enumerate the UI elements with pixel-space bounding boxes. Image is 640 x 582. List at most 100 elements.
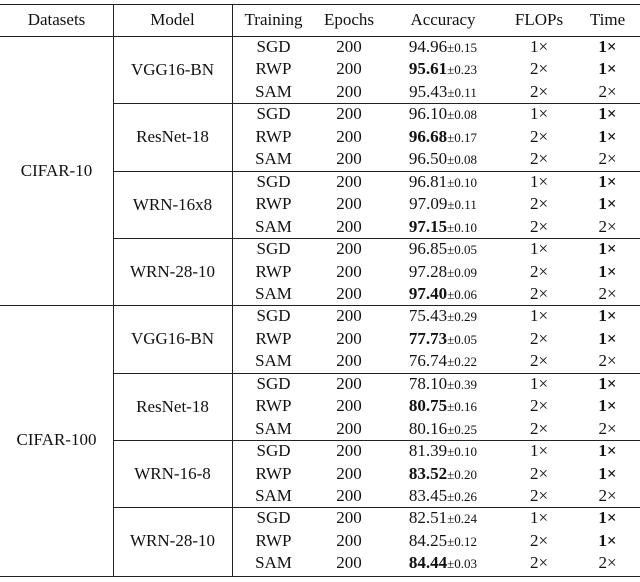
header-rule [0, 36, 640, 37]
time-cell: 1× [598, 104, 617, 124]
accuracy-mean: 96.10 [408, 104, 448, 124]
accuracy-std: ±0.10 [447, 219, 478, 235]
epochs-cell: 200 [336, 530, 362, 550]
accuracy-cell: 96.68±0.17 [383, 126, 503, 148]
accuracy-cell: 97.09±0.11 [383, 193, 503, 215]
accuracy-cell: 96.81±0.10 [383, 171, 503, 193]
accuracy-mean: 83.45 [408, 486, 448, 505]
accuracy-cell: 95.61±0.23 [383, 58, 503, 80]
epochs-cell: 200 [336, 351, 362, 371]
accuracy-cell: 95.43±0.11 [383, 81, 503, 103]
time-cell: 2× [598, 351, 617, 371]
column-header: Epochs [323, 10, 375, 29]
time-cell: 1× [598, 261, 617, 281]
flops-cell: 1× [529, 239, 549, 259]
top-rule [0, 4, 640, 5]
accuracy-std: ±0.29 [447, 309, 478, 325]
training-cell: SAM [255, 283, 292, 303]
accuracy-mean: 83.52 [408, 463, 448, 483]
model-name: WRN-28-10 [130, 531, 215, 551]
accuracy-cell: 84.44±0.03 [383, 552, 503, 574]
training-cell: SAM [255, 418, 292, 438]
group-rule [113, 440, 640, 442]
accuracy-std: ±0.24 [447, 511, 478, 527]
time-cell: 1× [598, 194, 617, 214]
column-header: Datasets [27, 10, 86, 29]
training-cell: SAM [255, 486, 292, 505]
time-cell: 2× [598, 81, 617, 101]
accuracy-std: ±0.09 [447, 264, 478, 280]
epochs-cell: 200 [336, 37, 362, 56]
accuracy-cell: 82.51±0.24 [383, 507, 503, 529]
model-name: WRN-28-10 [130, 262, 215, 282]
time-cell: 2× [598, 283, 617, 303]
accuracy-mean: 82.51 [408, 508, 448, 528]
time-cell: 2× [598, 553, 617, 573]
accuracy-cell: 76.74±0.22 [383, 350, 503, 372]
time-cell: 2× [598, 216, 617, 236]
epochs-cell: 200 [336, 283, 362, 303]
time-cell: 1× [598, 396, 617, 416]
epochs-cell: 200 [336, 306, 362, 326]
accuracy-mean: 96.68 [408, 126, 448, 146]
accuracy-std: ±0.10 [447, 174, 478, 190]
accuracy-cell: 84.25±0.12 [383, 530, 503, 552]
training-cell: SGD [256, 306, 291, 326]
training-cell: SAM [255, 149, 292, 169]
column-header: Accuracy [410, 10, 476, 29]
accuracy-std: ±0.08 [447, 152, 478, 168]
epochs-cell: 200 [336, 463, 362, 483]
accuracy-mean: 96.85 [408, 239, 448, 259]
accuracy-mean: 81.39 [408, 441, 448, 461]
training-cell: SGD [256, 373, 291, 393]
epochs-cell: 200 [336, 418, 362, 438]
dataset-name: CIFAR-10 [20, 161, 93, 180]
epochs-cell: 200 [336, 508, 362, 528]
column-divider [113, 4, 114, 576]
accuracy-std: ±0.11 [447, 197, 477, 213]
training-cell: SAM [255, 351, 292, 371]
accuracy-std: ±0.08 [447, 107, 478, 123]
training-cell: RWP [255, 396, 292, 416]
flops-cell: 1× [529, 508, 549, 528]
accuracy-mean: 97.15 [408, 216, 448, 236]
training-cell: SGD [256, 441, 291, 461]
model-name: VGG16-BN [130, 329, 215, 349]
time-cell: 1× [598, 171, 617, 191]
group-rule [113, 170, 640, 172]
accuracy-cell: 97.40±0.06 [383, 283, 503, 305]
dataset-rule [0, 305, 640, 307]
epochs-cell: 200 [336, 261, 362, 281]
accuracy-mean: 84.44 [408, 553, 448, 573]
group-rule [113, 507, 640, 509]
training-cell: RWP [255, 328, 292, 348]
accuracy-cell: 97.15±0.10 [383, 216, 503, 238]
flops-cell: 2× [529, 351, 549, 371]
time-cell: 2× [598, 486, 617, 505]
accuracy-cell: 97.28±0.09 [383, 261, 503, 283]
accuracy-std: ±0.39 [447, 376, 478, 392]
accuracy-cell: 78.10±0.39 [383, 373, 503, 395]
accuracy-mean: 77.73 [408, 328, 448, 348]
accuracy-mean: 97.09 [409, 194, 448, 214]
accuracy-mean: 95.61 [408, 59, 448, 79]
accuracy-std: ±0.15 [447, 40, 478, 55]
accuracy-cell: 83.52±0.20 [383, 463, 503, 485]
epochs-cell: 200 [336, 194, 362, 214]
accuracy-mean: 97.28 [408, 261, 448, 281]
accuracy-cell: 75.43±0.29 [383, 305, 503, 327]
column-header: Time [589, 10, 626, 29]
flops-cell: 2× [529, 261, 549, 281]
accuracy-mean: 80.16 [408, 418, 448, 438]
accuracy-std: ±0.11 [447, 84, 477, 100]
group-rule [113, 372, 640, 374]
model-name: WRN-16x8 [132, 194, 213, 214]
accuracy-cell: 96.10±0.08 [383, 103, 503, 125]
epochs-cell: 200 [336, 373, 362, 393]
time-cell: 2× [598, 149, 617, 169]
epochs-cell: 200 [336, 104, 362, 124]
time-cell: 1× [598, 37, 617, 56]
flops-cell: 1× [529, 104, 549, 124]
model-name: ResNet-18 [136, 127, 209, 147]
